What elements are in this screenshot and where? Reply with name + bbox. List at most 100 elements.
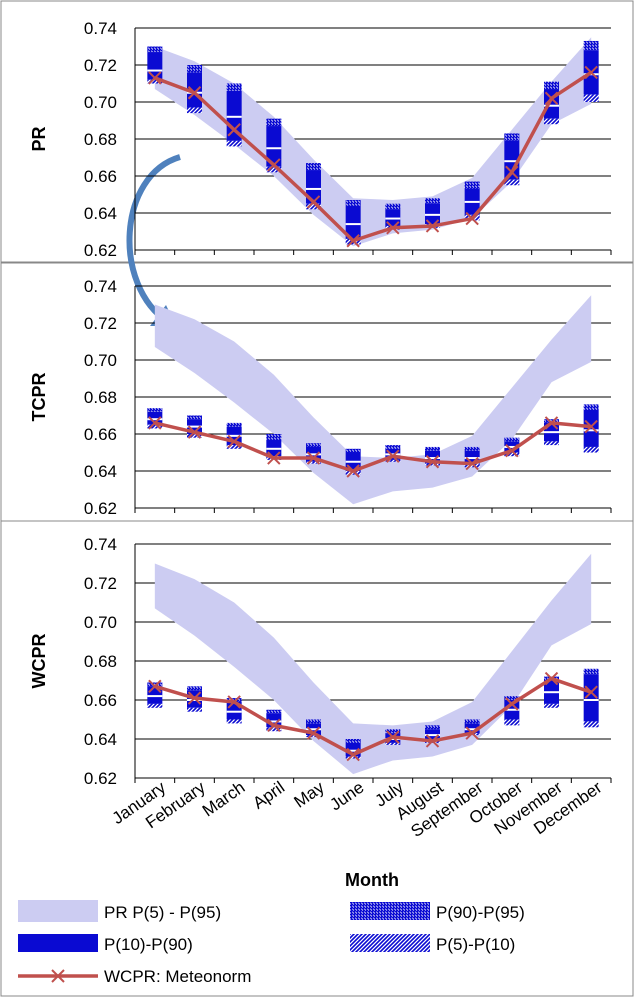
box-may [306, 163, 321, 210]
point-marker [187, 86, 202, 100]
x-tick-label: March [199, 778, 249, 821]
box-p90-p95 [226, 698, 242, 702]
box-p90-p95 [385, 729, 401, 734]
point-marker [187, 425, 202, 439]
point-marker [148, 416, 162, 430]
box-p5-p10 [464, 463, 480, 468]
box-p5-p10 [147, 79, 163, 84]
box-p10-p90 [583, 409, 599, 447]
point-marker [465, 726, 479, 740]
y-tick-label: 0.62 [84, 769, 117, 788]
y-tick-label: 0.70 [84, 93, 117, 112]
box-p90-p95 [583, 404, 599, 410]
point-marker [267, 451, 281, 465]
point-marker [425, 455, 440, 469]
x-tick-label: May [291, 777, 329, 811]
legend-marker-x [51, 969, 65, 983]
y-axis-label: WCPR [29, 634, 49, 689]
box-p5-p10 [187, 107, 202, 114]
box-p90-p95 [187, 686, 202, 691]
point-marker [584, 685, 598, 699]
box-p90-p95 [226, 422, 242, 427]
box-p5-p10 [385, 459, 401, 462]
series-line-meteonorm [154, 676, 592, 757]
point-marker [227, 695, 241, 709]
point-marker [505, 697, 519, 711]
box-p5-p10 [583, 94, 599, 102]
box-p90-p95 [464, 446, 480, 451]
band-pr-p5-p95 [154, 295, 592, 505]
point-marker [584, 419, 598, 434]
box-p90-p95 [544, 419, 559, 423]
box-p5-p10 [147, 703, 163, 708]
box-p90-p95 [504, 133, 520, 141]
box-p90-p95 [306, 163, 321, 171]
y-tick-label: 0.66 [84, 425, 117, 444]
y-tick-label: 0.70 [84, 613, 117, 632]
box-p10-p90 [583, 674, 599, 722]
box-p5-p10 [504, 719, 520, 726]
figure-frame [0, 520, 634, 997]
box-p10-p90 [345, 205, 361, 239]
box-p90-p95 [544, 81, 559, 90]
box-p5-p10 [544, 118, 559, 125]
x-tick-label: April [249, 778, 288, 813]
box-p5-p10 [504, 179, 520, 186]
point-marker [227, 434, 241, 449]
band-pr-p5-p95 [154, 553, 592, 775]
box-p5-p10 [345, 471, 361, 475]
box-p90-p95 [425, 446, 440, 451]
box-p5-p10 [544, 441, 559, 446]
box-p10-p90 [266, 126, 282, 167]
box-p90-p95 [345, 739, 361, 743]
point-marker [544, 91, 559, 106]
point-marker [425, 734, 440, 748]
box-p5-p10 [226, 719, 242, 724]
box-p90-p95 [504, 696, 520, 700]
box-p90-p95 [425, 725, 440, 730]
box-p90-p95 [385, 445, 401, 449]
box-p90-p95 [464, 719, 480, 724]
y-tick-label: 0.62 [84, 241, 117, 260]
box-july [385, 445, 401, 462]
y-tick-label: 0.74 [84, 19, 117, 38]
box-p90-p95 [345, 448, 361, 453]
box-p5-p10 [306, 735, 321, 738]
box-p90-p95 [266, 709, 282, 714]
y-tick-label: 0.62 [84, 499, 117, 518]
box-p5-p10 [306, 203, 321, 210]
point-marker [346, 234, 360, 248]
series-line-meteonorm [154, 421, 592, 473]
point-marker [148, 71, 162, 85]
point-marker [386, 221, 400, 235]
band-pr-p5-p95 [154, 37, 592, 247]
box-p90-p95 [306, 443, 321, 447]
box-p90-p95 [226, 83, 242, 91]
y-tick-label: 0.64 [84, 462, 117, 481]
legend-swatch-band [18, 900, 98, 922]
x-tick-label: June [326, 778, 367, 815]
box-march [226, 83, 242, 147]
point-marker [267, 718, 281, 733]
y-tick-label: 0.72 [84, 314, 117, 333]
y-tick-label: 0.64 [84, 730, 117, 749]
point-marker [544, 416, 559, 430]
legend-swatch-p10-p90 [18, 934, 98, 952]
legend-swatch-p5-p10 [350, 934, 430, 952]
figure-frame [0, 0, 634, 264]
y-tick-label: 0.66 [84, 691, 117, 710]
box-p5-p10 [266, 166, 282, 173]
point-marker [306, 451, 321, 465]
y-tick-label: 0.70 [84, 351, 117, 370]
point-marker [465, 456, 479, 471]
box-p5-p10 [544, 703, 559, 708]
y-tick-label: 0.72 [84, 56, 117, 75]
point-marker [425, 219, 440, 233]
point-marker [386, 730, 400, 744]
point-marker [306, 726, 321, 740]
point-marker [148, 679, 162, 694]
legend-label: PR P(5) - P(95) [104, 903, 221, 922]
box-p90-p95 [147, 46, 163, 53]
box-p90-p95 [266, 434, 282, 440]
